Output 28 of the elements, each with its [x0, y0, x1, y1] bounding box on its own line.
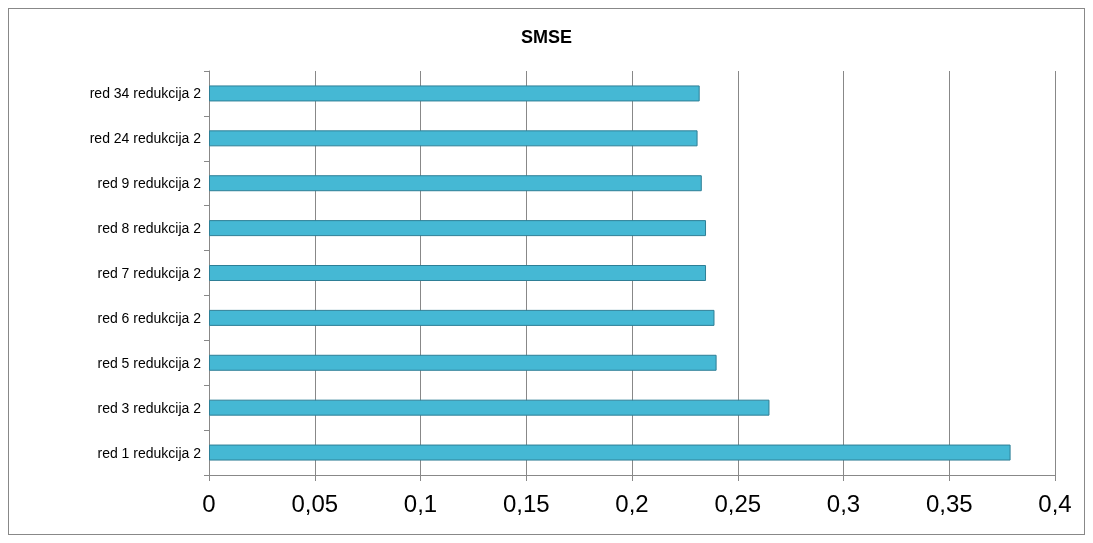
y-tick-label: red 9 redukcija 2 [97, 175, 202, 192]
x-tick-label: 0,25 [714, 489, 762, 517]
bar [209, 444, 1011, 461]
bar [209, 175, 702, 192]
y-tick-label: red 8 redukcija 2 [97, 220, 202, 237]
x-tick-label: 0,05 [291, 489, 339, 517]
bar [209, 130, 698, 147]
x-tick-label: 0,2 [615, 489, 649, 517]
x-tick-label: 0,15 [502, 489, 550, 517]
bar [209, 220, 707, 237]
x-tick-label: 0,35 [925, 489, 973, 517]
bar [209, 354, 717, 371]
x-tick-label: 0,4 [1038, 489, 1072, 517]
y-tick-label: red 34 redukcija 2 [89, 85, 202, 102]
y-tick-label: red 6 redukcija 2 [97, 309, 202, 326]
x-tick-label: 0 [202, 489, 216, 517]
x-tick-label: 0,1 [403, 489, 438, 517]
chart-title: SMSE [520, 27, 573, 47]
y-tick-label: red 24 redukcija 2 [89, 130, 202, 147]
y-tick-label: red 3 redukcija 2 [97, 399, 202, 416]
bar [209, 309, 715, 326]
y-tick-label: red 1 redukcija 2 [97, 444, 202, 461]
y-tick-label: red 5 redukcija 2 [97, 354, 202, 371]
x-tick-label: 0,3 [826, 489, 861, 517]
bar [209, 399, 770, 416]
y-tick-label: red 7 redukcija 2 [97, 265, 202, 281]
bar [209, 265, 707, 281]
bar [209, 85, 700, 102]
